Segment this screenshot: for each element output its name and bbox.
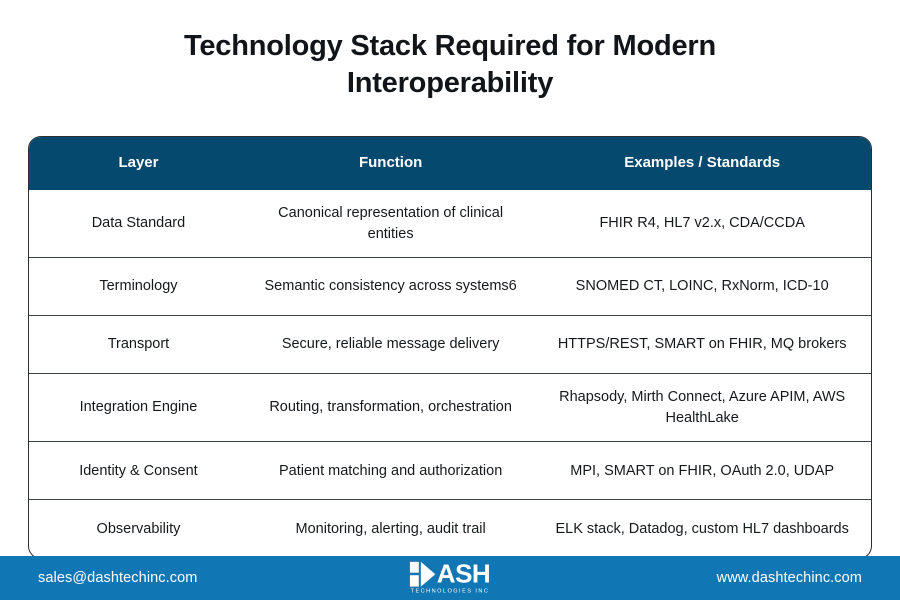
title-block: Technology Stack Required for Modern Int… xyxy=(0,0,900,102)
dash-logo-tagline: TECHNOLOGIES INC xyxy=(410,588,490,595)
cell-layer: Identity & Consent xyxy=(29,441,248,500)
cell-layer: Integration Engine xyxy=(29,373,248,442)
cell-examples: ELK stack, Datadog, custom HL7 dashboard… xyxy=(533,499,871,558)
cell-examples: FHIR R4, HL7 v2.x, CDA/CCDA xyxy=(599,215,805,232)
cell-layer: Terminology xyxy=(29,257,248,316)
dash-d-logo-icon xyxy=(409,561,436,587)
column-header-layer: Layer xyxy=(118,154,159,171)
table-row: Transport Secure, reliable message deliv… xyxy=(29,315,871,374)
cell-function: Semantic consistency across systems6 xyxy=(247,257,534,316)
cell-examples: SNOMED CT, LOINC, RxNorm, ICD-10 xyxy=(533,257,871,316)
table-header-row: Layer Function Examples / Standards xyxy=(29,137,871,190)
cell-examples: MPI, SMART on FHIR, OAuth 2.0, UDAP xyxy=(533,441,871,500)
cell-layer: Data Standard xyxy=(91,215,186,232)
cell-function: Patient matching and authorization xyxy=(247,441,534,500)
page-title: Technology Stack Required for Modern Int… xyxy=(183,30,717,100)
cell-layer: Transport xyxy=(29,315,248,374)
table-row: Identity & Consent Patient matching and … xyxy=(29,441,871,500)
cell-function: Routing, transformation, orchestration xyxy=(247,373,534,442)
cell-function: Secure, reliable message delivery xyxy=(247,315,534,374)
table-row: Observability Monitoring, alerting, audi… xyxy=(29,499,871,558)
table-row: Terminology Semantic consistency across … xyxy=(29,257,871,316)
dash-wordmark: ASH xyxy=(436,558,491,589)
column-header-function: Function xyxy=(358,154,423,171)
footer-email[interactable]: sales@dashtechinc.com xyxy=(38,570,198,586)
technology-stack-table: Layer Function Examples / Standards Data… xyxy=(28,136,872,559)
cell-examples: Rhapsody, Mirth Connect, Azure APIM, AWS… xyxy=(533,373,871,442)
column-header-examples: Examples / Standards xyxy=(624,154,781,171)
table-row: Integration Engine Routing, transformati… xyxy=(29,373,871,442)
cell-layer: Observability xyxy=(29,499,248,558)
dash-logo: ASH TECHNOLOGIES INC xyxy=(409,558,491,596)
cell-examples: HTTPS/REST, SMART on FHIR, MQ brokers xyxy=(533,315,871,374)
cell-function: Monitoring, alerting, audit trail xyxy=(247,499,534,558)
cell-function: Canonical representation of clinical ent… xyxy=(278,205,504,242)
footer-bar: sales@dashtechinc.com ASH TECHNOLOGIES I… xyxy=(0,556,900,600)
table-row: Data Standard Canonical representation o… xyxy=(29,190,871,258)
footer-website[interactable]: www.dashtechinc.com xyxy=(716,570,862,586)
